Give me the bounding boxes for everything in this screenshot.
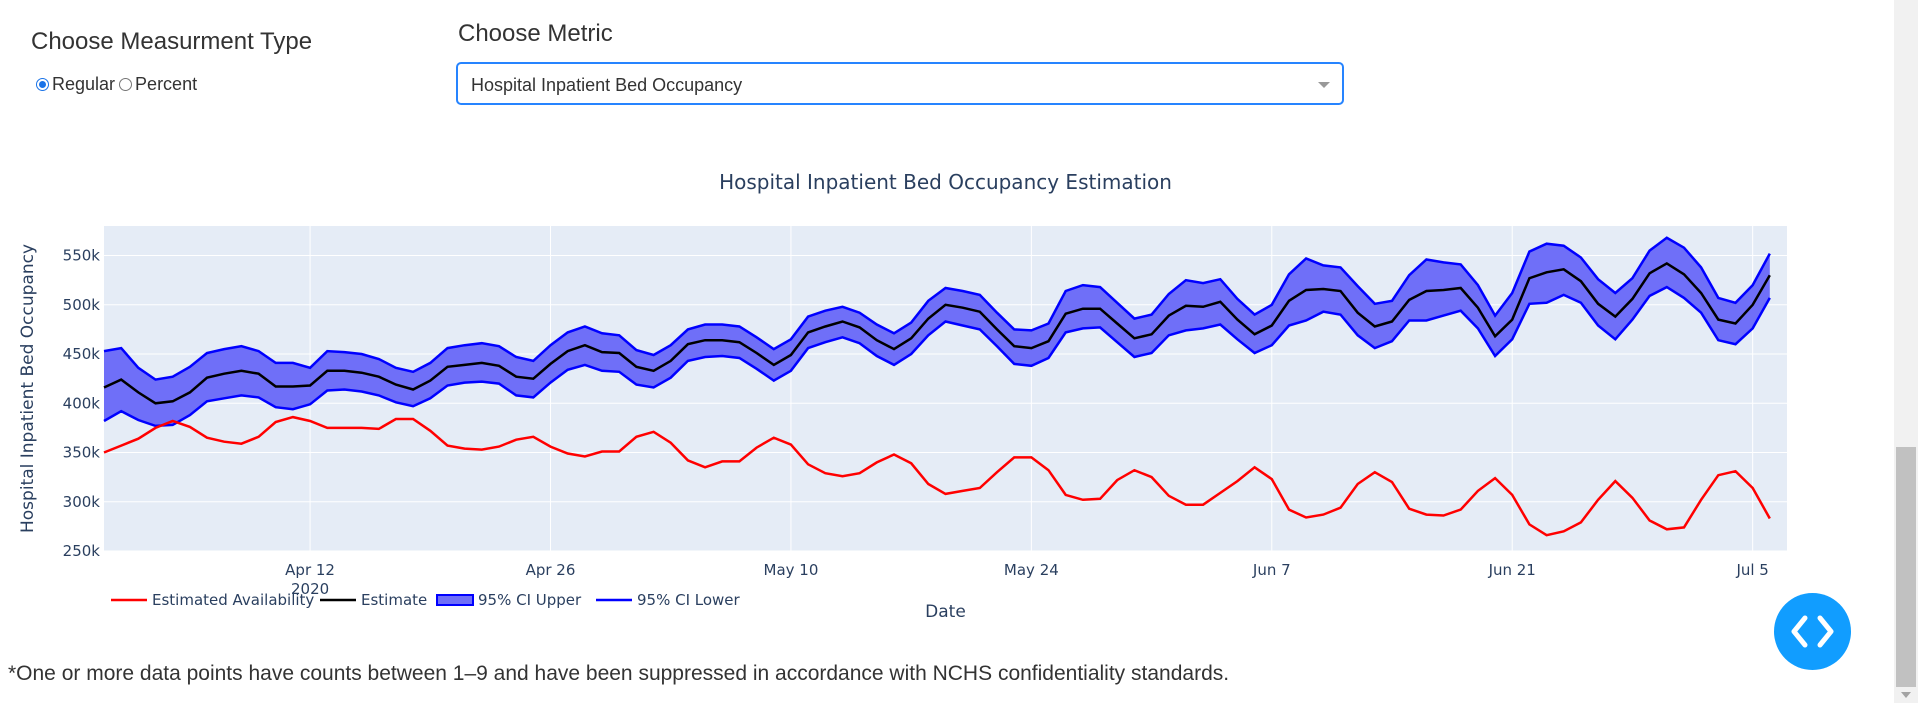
- legend-swatch: [436, 594, 474, 606]
- scrollbar-thumb[interactable]: [1896, 447, 1916, 687]
- y-tick-label: 500k: [63, 296, 101, 314]
- series-line-ci-lower: [103, 285, 1771, 428]
- metric-dropdown-value: Hospital Inpatient Bed Occupancy: [471, 75, 743, 95]
- x-axis-title: Date: [925, 602, 966, 622]
- radio-percent-circle[interactable]: [119, 78, 133, 91]
- radio-regular[interactable]: Regular: [36, 74, 115, 95]
- x-tick-label: Jun 7: [1252, 561, 1291, 579]
- metric-title: Choose Metric: [458, 20, 613, 47]
- measurement-type-title: Choose Measurment Type: [31, 28, 313, 55]
- legend-label: Estimate: [361, 591, 427, 609]
- page-scrollbar[interactable]: [1894, 0, 1918, 703]
- y-tick-label: 350k: [63, 444, 101, 462]
- radio-regular-label: Regular: [52, 74, 116, 94]
- code-toggle-button[interactable]: [1774, 593, 1851, 670]
- metric-dropdown[interactable]: Hospital Inpatient Bed Occupancy: [457, 63, 1343, 104]
- x-tick-label: Apr 12: [285, 561, 335, 579]
- legend-label: 95% CI Lower: [637, 591, 741, 609]
- chevron-down-icon[interactable]: [1901, 692, 1911, 698]
- series-line-estimate: [103, 261, 1771, 405]
- radio-regular-circle[interactable]: [36, 78, 49, 91]
- series-line-ci-upper: [103, 236, 1771, 381]
- legend-label: 95% CI Upper: [478, 591, 582, 609]
- x-tick-label: Apr 26: [526, 561, 576, 579]
- x-tick-year-label: 2020: [291, 580, 329, 598]
- legend-label: Estimated Availability: [152, 591, 314, 609]
- x-tick-label: Jul 5: [1735, 561, 1768, 579]
- radio-percent-label: Percent: [135, 74, 198, 94]
- x-tick-label: Jun 21: [1488, 561, 1536, 579]
- chevron-down-icon[interactable]: [1318, 82, 1330, 88]
- x-tick-label: May 10: [764, 561, 819, 579]
- y-tick-label: 400k: [63, 394, 101, 412]
- measurement-type-radio-group: Regular Percent: [36, 74, 201, 95]
- chart-title: Hospital Inpatient Bed Occupancy Estimat…: [719, 170, 1172, 194]
- footnote: *One or more data points have counts bet…: [8, 662, 1230, 685]
- y-tick-label: 550k: [63, 247, 101, 265]
- code-icon: [1791, 615, 1834, 648]
- y-tick-label: 300k: [63, 493, 101, 511]
- ci-band-area: [104, 237, 1770, 426]
- y-tick-label: 250k: [63, 542, 101, 560]
- y-tick-label: 450k: [63, 345, 101, 363]
- y-axis-title: Hospital Inpatient Bed Occupancy: [18, 244, 38, 533]
- x-tick-label: May 24: [1004, 561, 1059, 579]
- radio-percent[interactable]: Percent: [119, 74, 197, 95]
- series-line-estimated-availability: [103, 415, 1771, 537]
